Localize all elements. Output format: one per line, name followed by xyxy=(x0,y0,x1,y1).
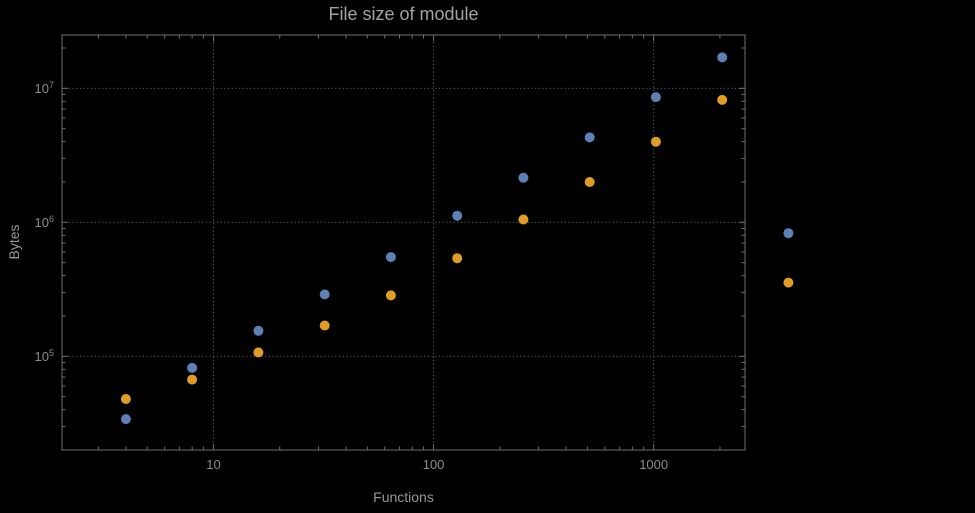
data-point xyxy=(187,362,198,373)
series-orange xyxy=(120,94,794,404)
y-tick-label: 107 xyxy=(34,80,54,97)
plot-frame xyxy=(61,34,746,451)
y-tick-label: 105 xyxy=(34,348,54,365)
data-point xyxy=(584,177,595,187)
chart-title: File size of module xyxy=(328,4,479,24)
data-point xyxy=(385,290,396,301)
data-point xyxy=(717,94,728,105)
data-point xyxy=(253,347,264,358)
x-tick-label: 1000 xyxy=(639,457,669,472)
data-point xyxy=(452,210,463,221)
data-point xyxy=(717,52,728,63)
data-point xyxy=(253,325,264,336)
gridlines xyxy=(61,34,746,451)
data-point xyxy=(319,289,330,300)
data-point xyxy=(452,253,463,264)
data-point xyxy=(518,214,529,225)
y-tick-label: 106 xyxy=(34,214,54,231)
x-tick-label: 10 xyxy=(206,457,221,472)
y-axis-label: Bytes xyxy=(6,224,22,260)
data-point xyxy=(783,277,794,288)
data-point xyxy=(783,228,794,239)
data-point xyxy=(584,132,595,143)
x-tick-label: 100 xyxy=(422,457,445,472)
data-point xyxy=(319,320,330,331)
data-point xyxy=(650,136,661,147)
tick-marks xyxy=(62,35,745,451)
data-point xyxy=(120,394,131,404)
x-axis-label: Functions xyxy=(373,489,434,505)
data-point xyxy=(120,414,131,425)
data-point xyxy=(187,374,198,385)
data-point xyxy=(518,172,529,183)
data-point xyxy=(385,252,396,263)
series-blue xyxy=(120,52,794,425)
data-point xyxy=(650,92,661,103)
